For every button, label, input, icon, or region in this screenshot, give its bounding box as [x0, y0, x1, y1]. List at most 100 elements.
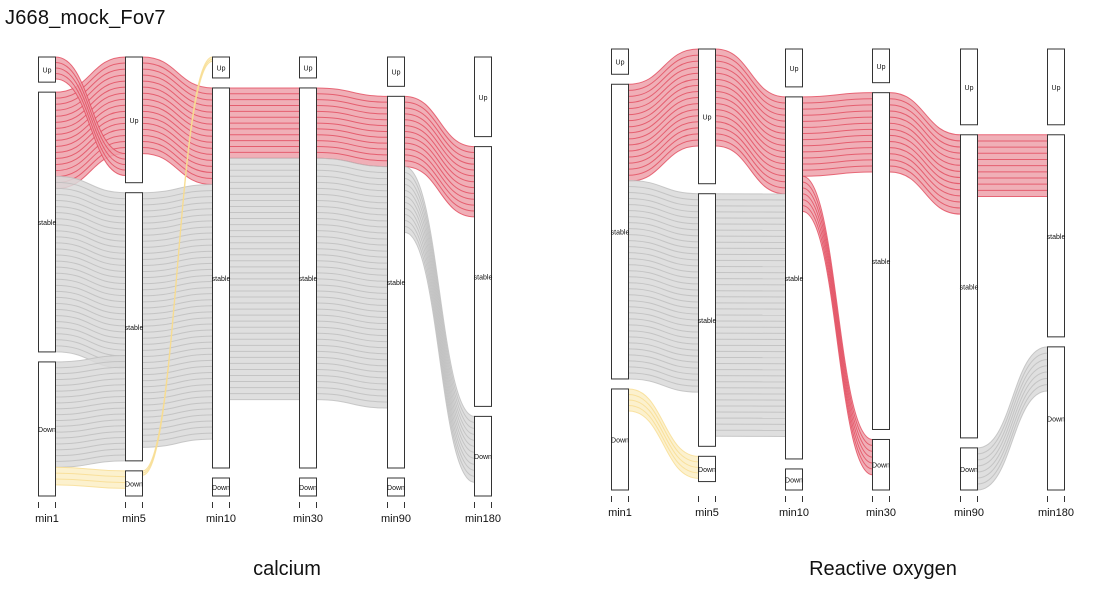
flow-11-strand: [316, 205, 388, 216]
flow-13-strand: [404, 231, 475, 483]
flow-2-strand: [55, 272, 126, 291]
flow-6-strand: [802, 211, 873, 476]
flow-5-strand: [142, 116, 213, 149]
stratum-label: Up: [965, 85, 974, 92]
flow-2-strand: [628, 393, 699, 463]
flow-11-strand: [316, 230, 388, 240]
flow-1-strand: [628, 198, 699, 213]
flow-1-strand: [628, 276, 699, 291]
flow-0-strand: [55, 110, 126, 147]
axis-label: min1: [608, 507, 632, 519]
stratum-label: Up: [790, 66, 799, 73]
stratum-label: stable: [474, 275, 493, 282]
flow-0-strand: [628, 54, 699, 91]
flow-6-strand: [142, 232, 213, 242]
stratum-box: [611, 83, 629, 380]
flow-7-strand: [889, 141, 961, 185]
flow-5-strand: [802, 147, 873, 153]
flow-1-strand: [628, 312, 699, 327]
flow-3-strand: [55, 390, 126, 398]
flow-7-strand: [889, 165, 961, 209]
stratum-label: stable: [387, 280, 406, 287]
flow-9-strand: [977, 390, 1048, 491]
flow-6-strand: [142, 250, 213, 260]
flow-12-strand: [404, 107, 475, 159]
flow-3-strand: [715, 115, 786, 165]
flow-9-strand: [977, 358, 1048, 461]
flow-12-strand: [404, 119, 475, 171]
flow-3-strand: [55, 366, 126, 375]
flow-3-strand: [715, 84, 786, 134]
flow-11-strand: [316, 278, 388, 288]
flow-3-strand: [715, 139, 786, 189]
flow-11-strand: [316, 254, 388, 264]
flow-5-strand: [142, 86, 213, 119]
flow-3-strand: [715, 48, 786, 98]
stratum-label: stable: [698, 318, 717, 325]
stratum-box: [1047, 346, 1065, 491]
flow-5-strand: [802, 134, 873, 141]
flow-5-strand: [802, 141, 873, 147]
flow-1-strand: [628, 342, 699, 357]
flow-2-band: [55, 176, 126, 369]
flow-1-strand: [628, 234, 699, 249]
flow-13-strand: [404, 225, 475, 477]
flow-5-strand: [142, 153, 213, 186]
flow-3-strand: [715, 66, 786, 116]
flow-7-strand: [889, 110, 961, 154]
flow-1-strand: [628, 204, 699, 219]
flow-10-strand: [316, 140, 388, 150]
stratum-box: [299, 56, 317, 79]
flow-0-strand: [628, 133, 699, 170]
flow-1-strand: [628, 294, 699, 309]
flow-6-strand: [142, 359, 213, 370]
stratum-box: [698, 193, 716, 447]
flow-11-strand: [316, 266, 388, 276]
flow-5-strand: [142, 110, 213, 143]
flow-0-strand: [628, 66, 699, 103]
flow-11-strand: [316, 308, 388, 318]
stratum-box: [698, 48, 716, 185]
stratum-box: [698, 455, 716, 483]
flow-6-strand: [142, 420, 213, 430]
stratum-box: [872, 92, 890, 430]
flow-3-strand: [55, 360, 126, 369]
flow-11-strand: [316, 212, 388, 222]
flow-11-strand: [316, 163, 388, 174]
flow-6-strand: [142, 226, 213, 236]
flow-1-strand: [628, 288, 699, 303]
flow-3-strand: [715, 121, 786, 171]
flow-12-strand: [404, 95, 475, 148]
stratum-label: stable: [38, 220, 57, 227]
stratum-box: [38, 91, 56, 353]
flow-12-strand: [404, 113, 475, 165]
flow-3-strand: [55, 436, 126, 445]
stratum-box: [960, 48, 978, 126]
flow-6-strand: [142, 190, 213, 200]
flow-6-strand: [142, 202, 213, 212]
flow-1-strand: [628, 216, 699, 231]
flow-1-strand: [628, 258, 699, 273]
flow-0-strand: [628, 103, 699, 140]
flow-11-strand: [316, 290, 388, 300]
flow-6-strand: [142, 244, 213, 254]
flow-11-strand: [316, 326, 388, 337]
flow-0-strand: [628, 90, 699, 128]
flow-6-strand: [142, 323, 213, 333]
flow-10-strand: [316, 87, 388, 97]
flow-2-strand: [55, 302, 126, 321]
axis-label: min90: [381, 513, 411, 525]
flow-10-strand: [316, 99, 388, 109]
flow-7-strand: [889, 104, 961, 148]
flow-11-strand: [316, 332, 388, 343]
stratum-box: [474, 56, 492, 138]
flow-7-strand: [889, 147, 961, 191]
flow-11-strand: [316, 393, 388, 403]
flow-11-strand: [316, 362, 388, 373]
flow-4-strand: [55, 478, 126, 484]
flow-3-strand: [715, 145, 786, 195]
flow-2-strand: [55, 254, 126, 272]
flow-12-strand: [404, 101, 475, 153]
flow-5-strand: [142, 62, 213, 95]
flow-5-strand: [802, 171, 873, 177]
